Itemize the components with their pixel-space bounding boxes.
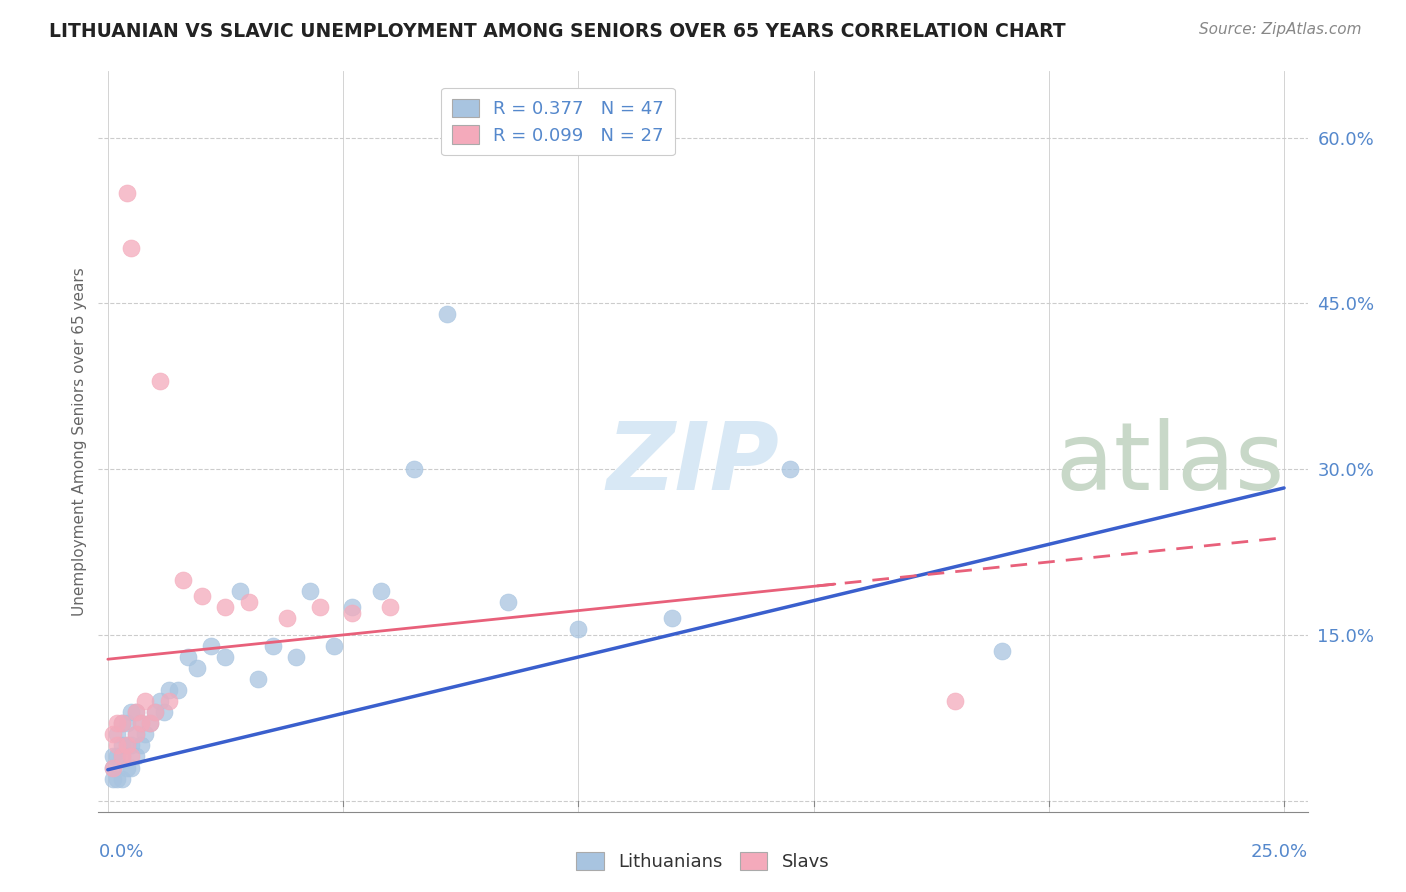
Point — [200, 639, 222, 653]
Point — [143, 706, 166, 720]
Point — [120, 241, 142, 255]
Point — [101, 760, 124, 774]
Legend: R = 0.377   N = 47, R = 0.099   N = 27: R = 0.377 N = 47, R = 0.099 N = 27 — [441, 87, 675, 155]
Point — [101, 727, 124, 741]
Point — [496, 595, 519, 609]
Text: ZIP: ZIP — [606, 417, 779, 509]
Point — [436, 308, 458, 322]
Point — [228, 583, 250, 598]
Point — [120, 706, 142, 720]
Point — [111, 739, 134, 753]
Point — [308, 600, 330, 615]
Point — [125, 727, 148, 741]
Point — [342, 600, 364, 615]
Point — [115, 760, 138, 774]
Point — [115, 739, 138, 753]
Point — [661, 611, 683, 625]
Point — [120, 749, 142, 764]
Point — [139, 716, 162, 731]
Point — [101, 749, 124, 764]
Point — [299, 583, 322, 598]
Point — [157, 694, 180, 708]
Point — [567, 623, 589, 637]
Point — [247, 672, 270, 686]
Point — [111, 749, 134, 764]
Point — [167, 683, 190, 698]
Point — [120, 760, 142, 774]
Point — [115, 739, 138, 753]
Point — [120, 739, 142, 753]
Point — [378, 600, 401, 615]
Point — [105, 739, 128, 753]
Point — [214, 600, 236, 615]
Point — [115, 716, 138, 731]
Point — [129, 716, 152, 731]
Point — [111, 716, 134, 731]
Point — [125, 706, 148, 720]
Point — [285, 650, 308, 665]
Point — [153, 706, 176, 720]
Point — [149, 694, 172, 708]
Point — [186, 661, 208, 675]
Point — [276, 611, 298, 625]
Point — [990, 644, 1012, 658]
Point — [111, 716, 134, 731]
Text: 0.0%: 0.0% — [98, 843, 143, 861]
Point — [134, 727, 156, 741]
Point — [149, 374, 172, 388]
Point — [105, 772, 128, 786]
Point — [101, 772, 124, 786]
Point — [105, 716, 128, 731]
Point — [402, 462, 425, 476]
Point — [101, 760, 124, 774]
Point — [177, 650, 200, 665]
Text: LITHUANIAN VS SLAVIC UNEMPLOYMENT AMONG SENIORS OVER 65 YEARS CORRELATION CHART: LITHUANIAN VS SLAVIC UNEMPLOYMENT AMONG … — [49, 22, 1066, 41]
Point — [125, 727, 148, 741]
Y-axis label: Unemployment Among Seniors over 65 years: Unemployment Among Seniors over 65 years — [72, 268, 87, 615]
Point — [125, 749, 148, 764]
Point — [370, 583, 392, 598]
Point — [172, 573, 194, 587]
Point — [143, 706, 166, 720]
Point — [943, 694, 966, 708]
Point — [262, 639, 284, 653]
Point — [322, 639, 344, 653]
Point — [125, 706, 148, 720]
Text: Source: ZipAtlas.com: Source: ZipAtlas.com — [1198, 22, 1361, 37]
Point — [129, 716, 152, 731]
Point — [214, 650, 236, 665]
Point — [191, 589, 214, 603]
Point — [115, 186, 138, 200]
Point — [139, 716, 162, 731]
Point — [129, 739, 152, 753]
Point — [105, 727, 128, 741]
Point — [779, 462, 801, 476]
Point — [342, 606, 364, 620]
Point — [105, 749, 128, 764]
Point — [111, 772, 134, 786]
Point — [157, 683, 180, 698]
Point — [134, 694, 156, 708]
Text: 25.0%: 25.0% — [1250, 843, 1308, 861]
Point — [238, 595, 260, 609]
Text: atlas: atlas — [606, 417, 1285, 509]
Legend: Lithuanians, Slavs: Lithuanians, Slavs — [569, 845, 837, 879]
Point — [111, 749, 134, 764]
